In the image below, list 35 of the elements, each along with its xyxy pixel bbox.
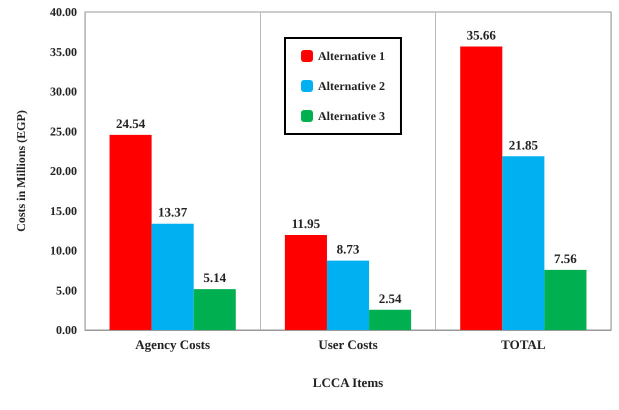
bar bbox=[110, 134, 152, 330]
y-tick-label: 0.00 bbox=[56, 323, 77, 337]
legend-label: Alternative 1 bbox=[318, 49, 385, 63]
bar bbox=[544, 270, 586, 330]
y-tick-label: 20.00 bbox=[50, 164, 77, 178]
legend-label: Alternative 2 bbox=[318, 79, 385, 93]
data-label: 5.14 bbox=[203, 270, 227, 286]
data-label: 8.73 bbox=[336, 242, 360, 257]
x-tick-label: Agency Costs bbox=[135, 337, 210, 352]
legend-label: Alternative 3 bbox=[318, 109, 385, 123]
bar bbox=[460, 46, 502, 330]
y-tick-label: 35.00 bbox=[50, 44, 77, 59]
bar bbox=[502, 156, 544, 330]
y-axis-title: Costs in Millions (EGP) bbox=[14, 110, 28, 232]
y-tick-label: 30.00 bbox=[50, 84, 77, 98]
data-label: 13.37 bbox=[158, 204, 188, 220]
bar bbox=[194, 289, 236, 330]
x-tick-label: User Costs bbox=[318, 337, 378, 352]
y-tick-label: 5.00 bbox=[56, 283, 77, 298]
data-label: 21.85 bbox=[508, 137, 538, 152]
data-label: 7.56 bbox=[554, 250, 578, 266]
bar bbox=[152, 224, 194, 330]
bar bbox=[369, 310, 412, 330]
y-tick-label: 10.00 bbox=[50, 244, 77, 258]
y-tick-label: 40.00 bbox=[50, 5, 77, 19]
x-tick-label: TOTAL bbox=[501, 337, 546, 352]
y-tick-label: 15.00 bbox=[50, 204, 77, 218]
x-axis-title: LCCA Items bbox=[312, 375, 384, 390]
data-label: 2.54 bbox=[378, 290, 402, 306]
bar bbox=[284, 235, 327, 330]
data-label: 24.54 bbox=[116, 116, 146, 131]
data-label: 35.66 bbox=[466, 28, 496, 43]
data-label: 11.95 bbox=[292, 216, 321, 231]
bar bbox=[326, 260, 370, 330]
y-tick-label: 25.00 bbox=[50, 124, 77, 138]
